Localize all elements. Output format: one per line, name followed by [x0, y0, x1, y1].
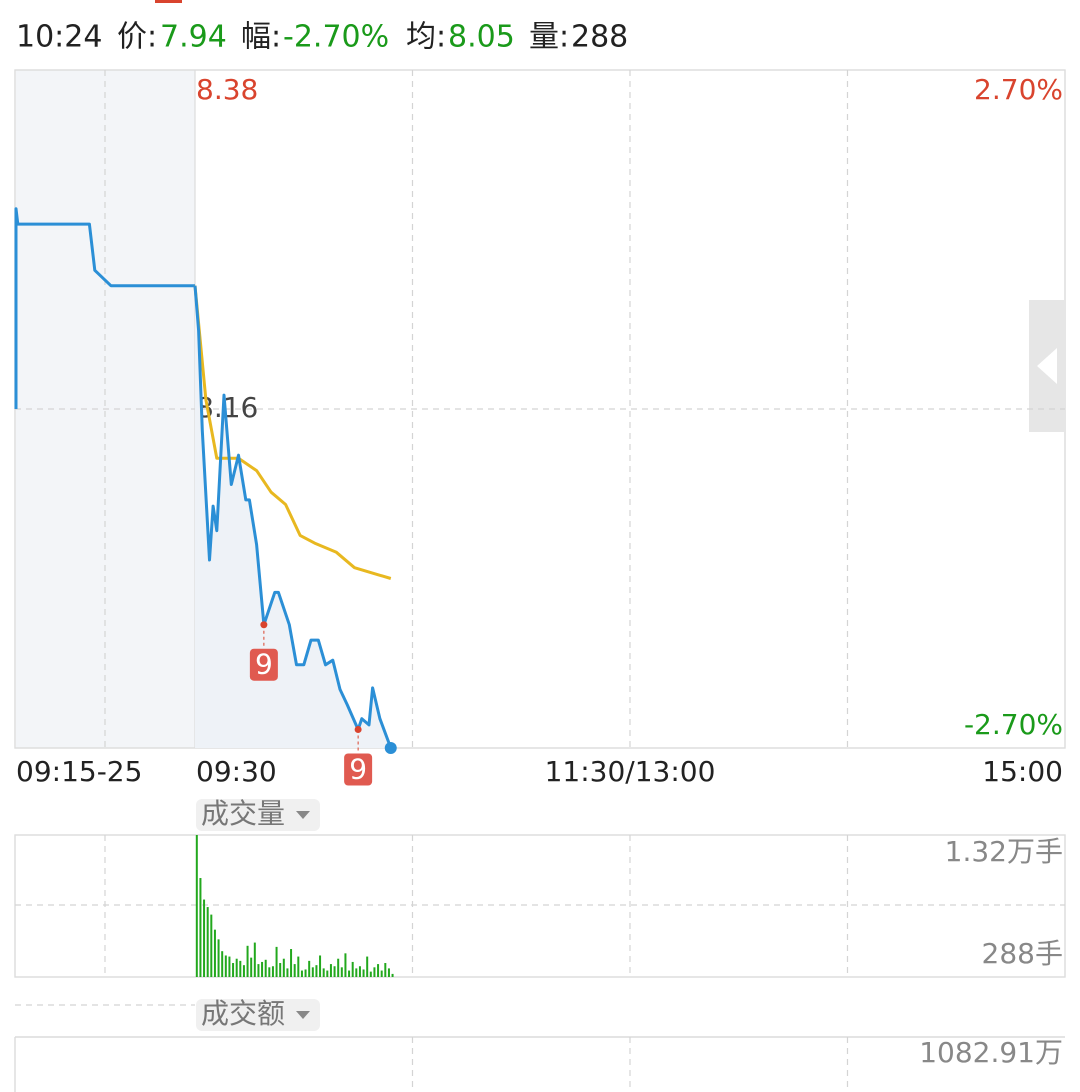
volume-bar — [246, 945, 249, 977]
volume-bar — [224, 955, 227, 977]
price-label: 价: — [117, 20, 157, 55]
volume-bar — [286, 968, 289, 977]
side-tab-arrow — [1037, 348, 1057, 384]
x-tick-label: 15:00 — [982, 755, 1063, 788]
volume-bar — [362, 969, 365, 977]
volume-bar — [239, 960, 242, 977]
volume-bar — [387, 968, 390, 977]
y2-tick-label: -2.70% — [964, 708, 1063, 741]
volume-bar — [253, 942, 256, 977]
volume-bar — [293, 964, 296, 977]
volume-bar — [373, 967, 376, 977]
badge-label: 9 — [349, 753, 367, 786]
amount-max-label: 1082.91万 — [919, 1036, 1063, 1069]
price-area — [195, 285, 391, 748]
volume-frame — [14, 834, 1066, 978]
volume-bar — [213, 929, 216, 977]
volume-bar — [210, 914, 213, 977]
volume-bar — [311, 967, 314, 977]
volume-bar — [380, 970, 383, 977]
volume-bar — [329, 964, 332, 977]
volume-bar — [308, 960, 311, 977]
volume-pill[interactable] — [196, 799, 320, 831]
volume-bar — [290, 949, 293, 977]
price-line — [193, 285, 392, 580]
volume-bar — [369, 971, 372, 977]
volume-tick-label: 1.32万手 — [945, 835, 1063, 868]
volume-bar — [340, 967, 343, 977]
price-value: 7.94 — [160, 20, 227, 55]
change-value: -2.70% — [283, 20, 389, 55]
tab-indicator — [155, 0, 182, 3]
volume-bar — [228, 956, 231, 977]
volume-bar — [333, 966, 336, 977]
volume-bar — [250, 957, 253, 977]
amount-pill[interactable] — [196, 999, 320, 1031]
volume-value: 288 — [571, 20, 628, 55]
volume-bar — [282, 958, 285, 977]
volume-bar — [355, 968, 358, 977]
price-line — [14, 207, 195, 409]
volume-bar — [344, 953, 347, 977]
volume-bar — [358, 966, 361, 977]
volume-bar — [206, 907, 209, 977]
volume-bar — [261, 961, 264, 977]
volume-bar — [257, 964, 260, 977]
header-time: 10:24 — [16, 20, 102, 55]
dropdown-icon — [296, 1011, 310, 1019]
volume-bar — [264, 959, 267, 977]
x-tick-label: 09:30 — [196, 755, 277, 788]
volume-bar — [271, 966, 274, 977]
volume-bar — [377, 964, 380, 977]
volume-bar — [268, 967, 271, 977]
volume-label: 量: — [529, 20, 569, 55]
volume-bar — [195, 835, 198, 977]
volume-bar — [235, 958, 238, 977]
last-point — [384, 742, 397, 754]
volume-bar — [300, 970, 303, 977]
volume-bar — [203, 899, 206, 977]
y-tick-label: 8.38 — [196, 73, 258, 106]
volume-bar — [232, 963, 235, 977]
avg-value: 8.05 — [448, 20, 515, 55]
volume-title: 成交量 — [201, 797, 285, 830]
volume-current-label: 288手 — [982, 937, 1063, 970]
volume-bar — [322, 968, 325, 977]
badge-label: 9 — [255, 648, 273, 681]
volume-bar — [199, 878, 202, 977]
x-tick-label: 11:30/13:00 — [545, 755, 716, 788]
volume-bar — [242, 965, 245, 977]
volume-bar — [337, 958, 340, 977]
volume-bar — [348, 970, 351, 977]
x-tick-label: 09:15-25 — [16, 755, 142, 788]
amount-title: 成交额 — [201, 997, 285, 1030]
badge — [249, 648, 278, 681]
badge — [344, 753, 373, 786]
volume-bar — [297, 956, 300, 977]
volume-bar — [217, 939, 220, 977]
volume-bar — [315, 965, 318, 977]
volume-bar — [319, 955, 322, 977]
volume-bar — [391, 973, 394, 977]
volume-bar — [221, 951, 224, 977]
change-label: 幅: — [241, 20, 281, 55]
volume-bar — [304, 969, 307, 977]
volume-bar — [351, 961, 354, 977]
avg-label: 均: — [406, 20, 446, 55]
volume-bar — [366, 956, 369, 977]
volume-bar — [384, 963, 387, 977]
volume-bar — [279, 963, 282, 977]
dropdown-icon — [296, 811, 310, 819]
volume-bar — [275, 946, 278, 977]
volume-bar — [326, 970, 329, 977]
y2-tick-label: 2.70% — [974, 73, 1063, 106]
